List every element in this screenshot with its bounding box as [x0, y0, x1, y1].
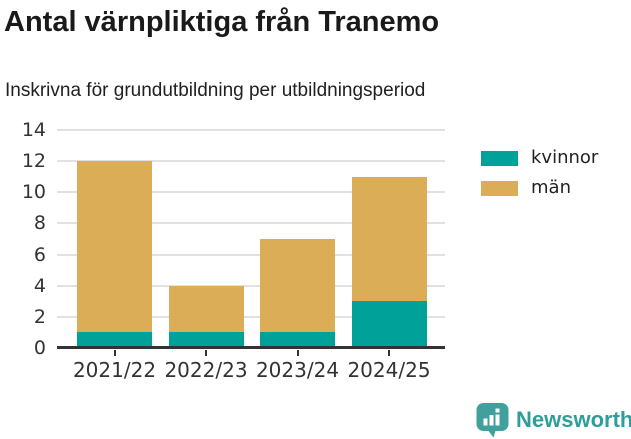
x-tick-label-2023/24: 2023/24 — [255, 358, 340, 382]
bar-segment-män-2023/24 — [260, 239, 335, 333]
x-tick-2021/22 — [113, 350, 116, 356]
y-tick-label-8: 8 — [33, 212, 46, 235]
bar-segment-män-2024/25 — [351, 176, 427, 302]
y-tick-label-14: 14 — [21, 119, 46, 141]
x-axis-line — [57, 346, 445, 349]
legend-label-kvinnor: kvinnor — [531, 147, 599, 168]
y-tick-label-12: 12 — [21, 150, 46, 173]
y-tick-label-0: 0 — [33, 337, 46, 359]
bar-2023/24 — [260, 130, 335, 348]
legend-item-kvinnor: kvinnor — [481, 149, 598, 167]
bar-2024/25 — [351, 130, 427, 348]
legend: kvinnor män — [481, 149, 598, 197]
x-tick-2022/23 — [205, 350, 207, 356]
legend-item-man: män — [481, 179, 598, 197]
legend-swatch-kvinnor — [481, 150, 518, 166]
x-tick-2023/24 — [296, 350, 299, 356]
gridline-10 — [57, 191, 445, 194]
gridline-6 — [57, 253, 445, 256]
x-tick-2024/25 — [388, 350, 390, 356]
bar-segment-kvinnor-2023/24 — [260, 332, 335, 348]
chart-title: Antal värnpliktiga från Tranemo — [4, 6, 440, 38]
bar-2021/22 — [77, 130, 152, 348]
y-tick-label-10: 10 — [21, 181, 46, 204]
gridline-8 — [57, 222, 445, 225]
y-tick-label-6: 6 — [33, 243, 46, 266]
bar-segment-kvinnor-2022/23 — [168, 332, 244, 348]
x-tick-label-2024/25: 2024/25 — [347, 358, 431, 382]
bar-segment-män-2021/22 — [77, 161, 152, 333]
gridline-2 — [57, 315, 445, 318]
plot-area — [57, 129, 445, 349]
x-tick-label-2021/22: 2021/22 — [72, 358, 157, 382]
branding: Newsworthy — [476, 402, 631, 438]
gridline-4 — [57, 284, 445, 287]
bar-segment-män-2022/23 — [168, 285, 244, 333]
legend-label-man: män — [531, 177, 571, 198]
legend-swatch-man — [481, 180, 518, 196]
gridline-14 — [57, 129, 445, 131]
y-tick-label-2: 2 — [33, 305, 46, 328]
chart-subtitle: Inskrivna för grundutbildning per utbild… — [5, 80, 426, 101]
newsworthy-logo-icon — [476, 402, 509, 438]
bar-2022/23 — [168, 130, 244, 348]
y-tick-label-4: 4 — [33, 274, 46, 297]
x-tick-label-2022/23: 2022/23 — [164, 358, 248, 382]
gridline-12 — [57, 160, 445, 163]
bar-segment-kvinnor-2021/22 — [77, 332, 152, 348]
bar-segment-kvinnor-2024/25 — [351, 301, 427, 348]
branding-text: Newsworthy — [516, 407, 631, 432]
